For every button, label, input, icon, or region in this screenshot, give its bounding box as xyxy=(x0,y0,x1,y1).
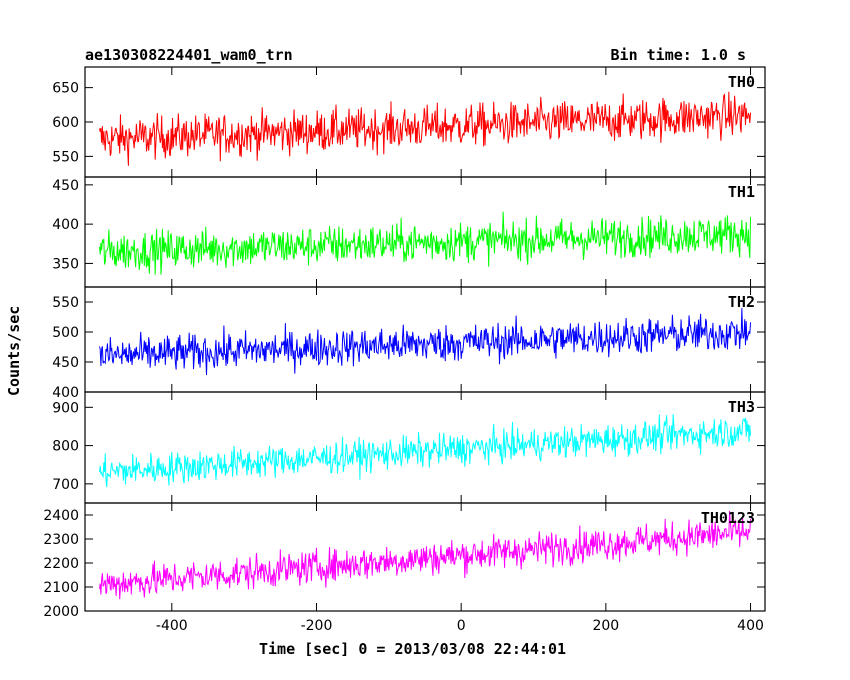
y-tick-label: 400 xyxy=(52,217,79,233)
chart-title: ae130308224401_wam0_trn xyxy=(85,46,293,64)
panel-label-th0: TH0 xyxy=(728,73,755,91)
y-tick-label: 900 xyxy=(52,400,79,416)
series-line-th1 xyxy=(98,211,752,275)
y-tick-label: 650 xyxy=(52,81,79,97)
x-tick-label: -400 xyxy=(156,618,188,634)
panel-label-th2: TH2 xyxy=(728,293,755,311)
y-tick-label: 800 xyxy=(52,439,79,455)
y-tick-label: 450 xyxy=(52,355,79,371)
y-tick-label: 450 xyxy=(52,178,79,194)
x-tick-label: 200 xyxy=(592,618,619,634)
y-tick-label: 2300 xyxy=(43,532,79,548)
y-tick-label: 2400 xyxy=(43,508,79,524)
panel-frame-th0123 xyxy=(84,502,766,612)
y-tick-label: 2000 xyxy=(43,604,79,620)
series-line-th0123 xyxy=(98,510,752,600)
panel-frame-th1 xyxy=(84,176,766,288)
y-tick-label: 700 xyxy=(52,477,79,493)
panel-label-th1: TH1 xyxy=(728,183,755,201)
y-tick-label: 350 xyxy=(52,256,79,272)
y-tick-label: 550 xyxy=(52,295,79,311)
y-tick-label: 400 xyxy=(52,385,79,401)
y-tick-label: 550 xyxy=(52,149,79,165)
series-line-th3 xyxy=(98,414,752,488)
panel-label-th0123: TH0123 xyxy=(701,509,755,527)
y-tick-label: 600 xyxy=(52,115,79,131)
x-axis-label: Time [sec] 0 = 2013/03/08 22:44:01 xyxy=(259,640,567,658)
x-tick-label: 0 xyxy=(457,618,466,634)
panel-label-th3: TH3 xyxy=(728,398,755,416)
bin-time-label: Bin time: 1.0 s xyxy=(610,46,746,64)
y-tick-label: 2200 xyxy=(43,556,79,572)
x-tick-label: -200 xyxy=(301,618,333,634)
y-tick-label: 2100 xyxy=(43,580,79,596)
series-line-th0 xyxy=(98,91,752,166)
series-line-th2 xyxy=(98,308,752,376)
y-tick-label: 500 xyxy=(52,325,79,341)
x-tick-label: 400 xyxy=(737,618,764,634)
